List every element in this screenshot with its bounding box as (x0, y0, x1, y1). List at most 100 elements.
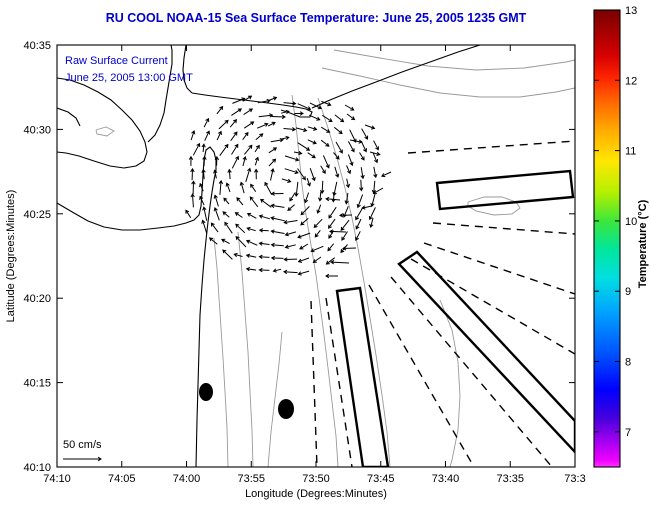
current-arrow (368, 207, 376, 221)
current-arrow (254, 144, 260, 153)
current-arrow (203, 117, 210, 128)
station-dot (199, 383, 213, 401)
annotation-current-title: Raw Surface Current (65, 55, 168, 67)
current-arrow (310, 245, 324, 253)
current-arrow (369, 217, 374, 229)
current-arrow (255, 133, 264, 141)
bathymetry-contour (267, 331, 283, 467)
bathymetry-contour (317, 97, 391, 467)
bathymetry-contour (439, 299, 461, 467)
colorbar-tick-label: 11 (625, 146, 636, 158)
plot-frame (56, 44, 576, 468)
bathymetry-contour (213, 237, 229, 467)
current-arrow (246, 212, 257, 219)
current-arrow (316, 204, 322, 214)
current-arrow (258, 241, 270, 246)
current-arrow (347, 141, 355, 153)
current-arrow (231, 155, 239, 169)
current-arrow (361, 205, 373, 210)
current-arrow (270, 203, 285, 208)
shipping-lane-dashed (325, 297, 353, 467)
colorbar-tick-label: 8 (625, 357, 631, 369)
current-arrow (188, 155, 194, 166)
current-arrow (218, 119, 229, 130)
current-arrow (304, 192, 310, 204)
y-tick-label: 40:10 (23, 462, 51, 474)
current-arrow (294, 181, 299, 197)
current-arrow (270, 191, 284, 196)
current-arrow (356, 194, 364, 209)
current-arrow (335, 141, 343, 154)
current-arrow (214, 155, 220, 166)
coastline-path (311, 45, 481, 109)
current-arrow (284, 244, 296, 249)
plot-title: RU COOL NOAA-15 Sea Surface Temperature:… (106, 11, 527, 25)
current-arrow (373, 140, 379, 151)
current-arrow (229, 119, 238, 128)
current-arrow (322, 155, 330, 169)
current-arrow (244, 144, 253, 155)
current-arrow (242, 95, 253, 102)
current-arrow (344, 192, 349, 205)
current-arrow (333, 126, 343, 135)
current-arrow (284, 155, 300, 162)
current-arrow (328, 218, 336, 229)
current-arrow (243, 108, 254, 116)
shipping-lane-dashed (310, 300, 318, 467)
current-arrow (249, 196, 259, 208)
current-arrow (260, 198, 272, 208)
x-tick-label: 73:40 (432, 473, 460, 485)
current-arrow (192, 142, 201, 156)
station-dot (278, 399, 294, 419)
current-arrow (307, 139, 317, 145)
current-arrow (297, 168, 306, 181)
current-arrow (307, 152, 316, 159)
current-arrow (190, 193, 195, 208)
current-arrow (349, 139, 363, 144)
x-tick-label: 73:55 (237, 473, 265, 485)
current-arrow (381, 171, 392, 178)
current-arrow (270, 229, 285, 234)
current-arrow (258, 254, 270, 260)
current-arrow (243, 121, 255, 129)
colorbar-label: Temperature (°C) (637, 199, 649, 288)
y-tick-label: 40:30 (23, 124, 51, 136)
shipping-lane-box (397, 250, 575, 454)
current-arrow (372, 153, 379, 164)
current-arrow (340, 219, 350, 231)
current-arrow (283, 257, 298, 262)
current-arrow (258, 267, 270, 273)
current-arrow (235, 223, 246, 234)
colorbar-tick-label: 9 (625, 286, 631, 298)
colorbar-tick-label: 10 (625, 216, 637, 228)
current-arrow (283, 127, 297, 132)
current-arrow (270, 168, 275, 181)
current-arrow (284, 168, 299, 175)
current-arrow (191, 180, 196, 195)
x-tick-label: 73:3 (564, 473, 585, 485)
current-arrow (307, 126, 318, 131)
current-arrow (297, 270, 310, 276)
current-arrow (283, 269, 298, 275)
current-arrow (369, 151, 381, 156)
shipping-lane-dashed (432, 222, 575, 235)
current-arrow (322, 114, 333, 123)
current-arrow (289, 192, 296, 202)
annotation-current-time: June 25, 2005 13:00 GMT (65, 72, 193, 84)
current-arrow (283, 220, 298, 225)
current-arrow (299, 243, 309, 250)
current-arrow (232, 97, 246, 104)
current-arrow (373, 166, 378, 179)
shipping-lane-box (435, 169, 575, 211)
current-arrow (236, 197, 244, 206)
current-arrow (312, 256, 322, 263)
current-arrow (270, 242, 284, 248)
colorbar-tick-label: 7 (625, 427, 631, 439)
current-arrow (268, 158, 277, 167)
current-arrow (355, 218, 362, 230)
current-arrow (339, 213, 353, 218)
current-arrow (230, 131, 238, 141)
current-arrow (333, 152, 340, 160)
